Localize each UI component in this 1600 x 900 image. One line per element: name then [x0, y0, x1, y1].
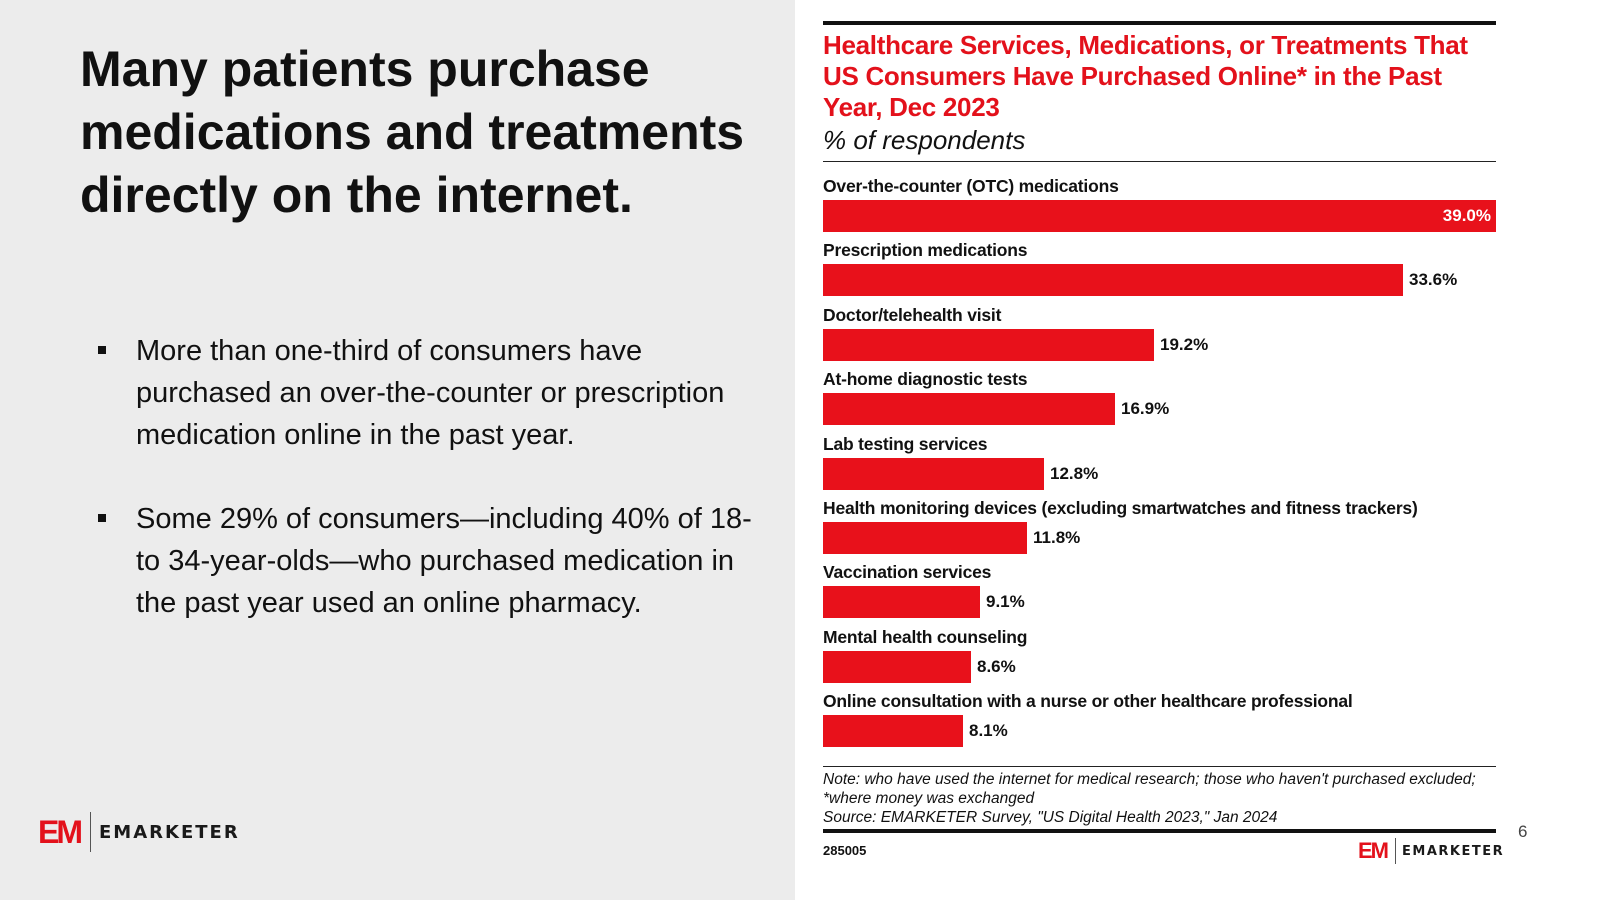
- slide-headline: Many patients purchase medications and t…: [80, 41, 745, 223]
- value-label: 11.8%: [1033, 528, 1081, 547]
- value-label: 8.6%: [977, 656, 1016, 676]
- logo-divider: [90, 812, 91, 852]
- chart-id: 285005: [823, 843, 867, 858]
- logo-divider: [1395, 838, 1396, 864]
- category-label: Prescription medications: [823, 240, 1028, 261]
- chart-source: Source: EMARKETER Survey, "US Digital He…: [823, 809, 1278, 826]
- category-label: Doctor/telehealth visit: [823, 304, 1002, 325]
- chart-title: Healthcare Services, Medications, or Tre…: [823, 30, 1468, 122]
- note-rule: [823, 766, 1496, 767]
- bullet-text: More than one-third of consumers have pu…: [136, 335, 725, 451]
- value-label: 8.1%: [969, 721, 1008, 741]
- bar: [823, 586, 980, 619]
- value-label: 19.2%: [1160, 334, 1209, 354]
- bar: [823, 457, 1044, 490]
- category-label: Mental health counseling: [823, 626, 1028, 647]
- category-label: Online consultation with a nurse or othe…: [823, 691, 1353, 712]
- bullet-item: More than one-third of consumers have pu…: [96, 330, 766, 456]
- emarketer-logo: EM EMARKETER: [38, 812, 240, 852]
- bar: [823, 200, 1496, 232]
- square-bullet-icon: [98, 346, 106, 354]
- subtitle-rule: [823, 161, 1496, 162]
- emarketer-logo-small: EM EMARKETER: [1358, 838, 1504, 864]
- value-label: 9.1%: [986, 592, 1025, 612]
- chart-subtitle: % of respondents: [823, 125, 1026, 155]
- bar-row: Mental health counseling 8.6%: [823, 627, 1496, 691]
- category-label: Vaccination services: [823, 562, 992, 583]
- square-bullet-icon: [98, 514, 106, 522]
- bar-row: Prescription medications 33.6%: [823, 240, 1496, 304]
- value-label: 39.0%: [1442, 206, 1491, 225]
- bullet-text: Some 29% of consumers—including 40% of 1…: [136, 503, 752, 619]
- chart-note: Note: who have used the internet for med…: [823, 771, 1476, 807]
- bar-row: Lab testing services 12.8%: [823, 434, 1496, 498]
- value-label: 12.8%: [1050, 463, 1099, 483]
- bar-row: Online consultation with a nurse or othe…: [823, 691, 1496, 755]
- em-logo-icon: EM: [1358, 838, 1389, 863]
- value-label: 33.6%: [1409, 270, 1458, 290]
- bar: [823, 650, 971, 683]
- em-logo-icon: EM: [38, 814, 83, 850]
- chart-footnote: Note: who have used the internet for med…: [823, 770, 1496, 827]
- bar-row: Doctor/telehealth visit 19.2%: [823, 305, 1496, 369]
- category-label: Lab testing services: [823, 433, 988, 454]
- bar: [823, 393, 1115, 426]
- bullet-list: More than one-third of consumers have pu…: [96, 330, 766, 666]
- chart-top-rule: [823, 21, 1496, 25]
- bar-row: Over-the-counter (OTC) medications 39.0%: [823, 176, 1496, 240]
- slide-text-panel: Many patients purchase medications and t…: [0, 0, 795, 900]
- bar: [823, 328, 1154, 361]
- category-label: At-home diagnostic tests: [823, 369, 1028, 390]
- category-label: Health monitoring devices (excluding sma…: [823, 498, 1418, 518]
- chart-panel: Healthcare Services, Medications, or Tre…: [795, 0, 1600, 900]
- chart-bottom-rule: [823, 829, 1496, 833]
- bullet-item: Some 29% of consumers—including 40% of 1…: [96, 498, 766, 624]
- category-label: Over-the-counter (OTC) medications: [823, 176, 1119, 196]
- bar-row: Health monitoring devices (excluding sma…: [823, 498, 1496, 562]
- bar: [823, 522, 1027, 554]
- logo-wordmark: EMARKETER: [99, 821, 240, 843]
- bar-row: Vaccination services 9.1%: [823, 562, 1496, 626]
- bar-row: At-home diagnostic tests 16.9%: [823, 369, 1496, 433]
- bar: [823, 715, 963, 748]
- bar: [823, 264, 1403, 297]
- value-label: 16.9%: [1121, 399, 1170, 419]
- page-number: 6: [1518, 822, 1528, 841]
- logo-wordmark: EMARKETER: [1402, 843, 1505, 859]
